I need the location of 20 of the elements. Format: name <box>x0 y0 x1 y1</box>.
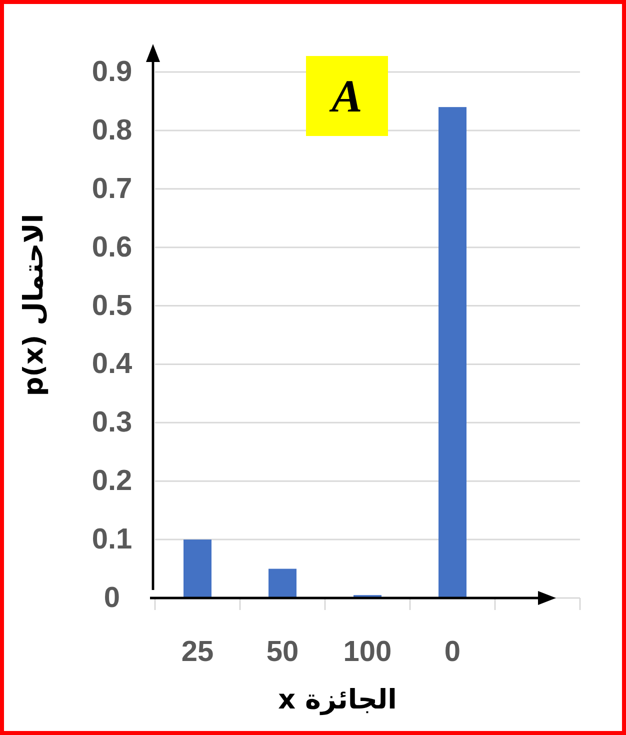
y-tick-label: 0.3 <box>92 406 132 439</box>
annotation: A <box>328 70 362 122</box>
x-tick-label: 0 <box>444 636 461 668</box>
y-tick-label: 0.7 <box>92 172 132 205</box>
x-tick-label: 50 <box>266 636 299 668</box>
y-tick-label: 0.8 <box>92 114 132 146</box>
bar <box>184 540 212 598</box>
y-tick-label: 0.4 <box>92 348 132 380</box>
y-tick-label: 0.6 <box>92 231 132 264</box>
bar <box>438 107 466 598</box>
y-axis-title: p(x) الاحتمال <box>18 214 50 396</box>
x-axis-title: x الجائزة <box>278 684 397 716</box>
x-tick-label: 25 <box>181 636 214 668</box>
x-tick-label: 100 <box>343 636 392 668</box>
y-tick-label: 0.5 <box>92 290 132 322</box>
y-tick-label: 0.1 <box>92 524 132 556</box>
y-tick-label: 0.9 <box>92 56 132 88</box>
y-tick-label: 0.2 <box>92 465 132 498</box>
y-tick-label: 0 <box>104 582 120 614</box>
bar <box>268 568 296 598</box>
